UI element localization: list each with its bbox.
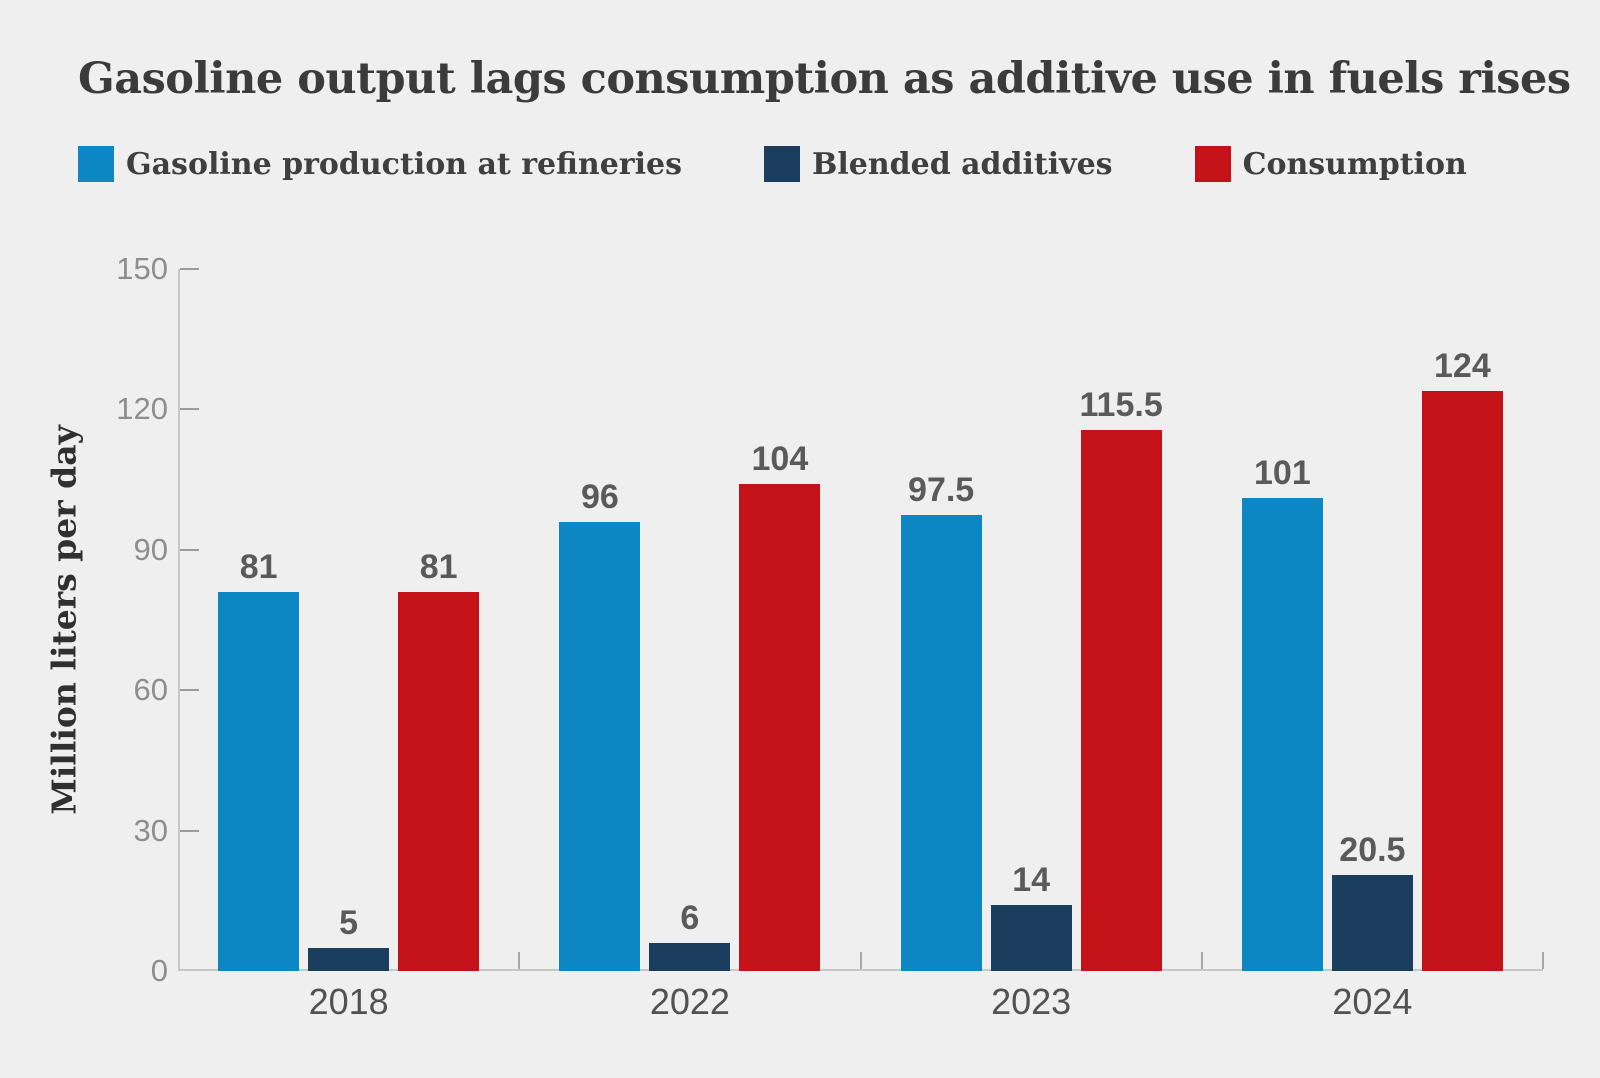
y-axis-line [178, 269, 180, 971]
y-tick-label: 90 [133, 531, 168, 567]
bar-value-label: 81 [239, 547, 278, 586]
production-swatch-icon [78, 146, 114, 182]
bar-group-2023: 97.5 14 115.5 [861, 269, 1202, 971]
x-tick-label: 2018 [308, 981, 389, 1022]
bar: 81 [398, 548, 480, 971]
bar: 101 [1241, 454, 1323, 971]
bar: 115.5 [1080, 386, 1163, 971]
y-axis-title: Million liters per day [44, 425, 84, 815]
plot-area: 0 30 60 90 120 150 81 5 81 2018 96 6 104 2022 97.5 14 11… [116, 251, 1544, 1022]
y-tick-mark [180, 829, 199, 832]
bar-value-label: 20.5 [1339, 831, 1406, 870]
x-boundary-tick [859, 952, 862, 969]
bar-group-2022: 96 6 104 [519, 269, 860, 971]
x-tick-label: 2023 [991, 981, 1072, 1022]
bar-value-label: 81 [419, 547, 458, 586]
y-tick-mark [180, 408, 199, 411]
bar-value-label: 14 [1012, 861, 1051, 900]
bar-group-2018: 81 5 81 [178, 269, 519, 971]
bar-value-label: 96 [580, 477, 619, 516]
bar-group-2024: 101 20.5 124 [1202, 269, 1543, 971]
y-tick-label: 150 [116, 251, 168, 286]
y-tick-label: 0 [150, 953, 168, 988]
bar-value-label: 5 [339, 903, 359, 942]
bar: 97.5 [900, 471, 982, 971]
y-tick-mark [180, 548, 199, 551]
bar: 6 [649, 899, 731, 971]
legend-label-additives: Blended additives [811, 146, 1113, 182]
legend: Gasoline production at refineries Blende… [78, 146, 1467, 182]
x-boundary-tick [518, 952, 521, 969]
legend-label-consumption: Consumption [1242, 146, 1467, 182]
x-tick-label: 2022 [649, 981, 730, 1022]
y-tick-mark [180, 268, 199, 270]
bar: 124 [1421, 347, 1503, 971]
bar-value-label: 104 [751, 440, 809, 479]
bar: 14 [990, 861, 1072, 971]
y-tick-label: 120 [116, 391, 168, 427]
y-tick-label: 60 [133, 672, 168, 708]
legend-item-production: Gasoline production at refineries [78, 146, 682, 182]
bar-value-label: 115.5 [1079, 386, 1163, 425]
bar: 5 [308, 904, 390, 971]
bar: 20.5 [1331, 831, 1413, 971]
bar: 104 [739, 440, 821, 971]
x-tick-label: 2024 [1332, 981, 1413, 1022]
x-boundary-tick [1542, 952, 1544, 969]
legend-label-production: Gasoline production at refineries [126, 146, 682, 182]
x-axis-baseline [178, 969, 1543, 971]
legend-item-additives: Blended additives [763, 146, 1113, 182]
additives-swatch-icon [763, 146, 800, 182]
bar-value-label: 124 [1434, 346, 1491, 385]
y-tick-label: 30 [133, 812, 168, 848]
bar-value-label: 6 [680, 898, 700, 937]
x-boundary-tick [1200, 952, 1203, 969]
consumption-swatch-icon [1194, 146, 1231, 182]
bar-value-label: 97.5 [908, 470, 975, 509]
bar: 96 [559, 478, 641, 971]
chart-title: Gasoline output lags consumption as addi… [78, 54, 1571, 104]
bar: 81 [218, 548, 300, 971]
y-tick-mark [180, 689, 199, 692]
bar-value-label: 101 [1254, 454, 1311, 493]
legend-item-consumption: Consumption [1194, 146, 1467, 182]
